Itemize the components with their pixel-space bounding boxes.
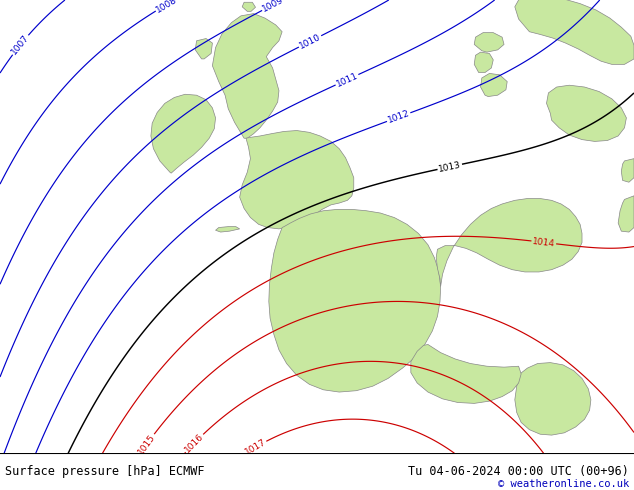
Polygon shape: [481, 74, 507, 97]
Text: 1008: 1008: [154, 0, 179, 14]
Text: 1016: 1016: [183, 432, 205, 455]
Text: © weatheronline.co.uk: © weatheronline.co.uk: [498, 479, 629, 489]
Polygon shape: [216, 226, 240, 232]
Text: 1012: 1012: [386, 109, 411, 125]
Text: 1017: 1017: [243, 438, 268, 457]
Polygon shape: [411, 344, 521, 403]
Text: Tu 04-06-2024 00:00 UTC (00+96): Tu 04-06-2024 00:00 UTC (00+96): [408, 465, 629, 478]
Polygon shape: [151, 94, 216, 173]
Polygon shape: [242, 2, 256, 11]
Polygon shape: [436, 198, 582, 287]
Polygon shape: [240, 130, 354, 229]
Text: 1010: 1010: [298, 32, 322, 50]
Text: 1013: 1013: [437, 160, 462, 173]
Text: Surface pressure [hPa] ECMWF: Surface pressure [hPa] ECMWF: [5, 465, 205, 478]
Polygon shape: [515, 0, 634, 64]
Polygon shape: [621, 159, 634, 182]
Text: 1009: 1009: [261, 0, 285, 14]
Polygon shape: [618, 196, 634, 232]
Polygon shape: [474, 52, 493, 73]
Polygon shape: [195, 39, 212, 59]
Polygon shape: [269, 209, 441, 392]
Text: 1014: 1014: [532, 237, 555, 248]
Polygon shape: [212, 14, 282, 138]
Polygon shape: [515, 363, 591, 435]
Text: 1011: 1011: [335, 71, 359, 89]
Text: 1015: 1015: [136, 432, 157, 456]
Polygon shape: [547, 85, 626, 142]
Polygon shape: [474, 33, 504, 52]
Text: 1007: 1007: [10, 33, 31, 57]
